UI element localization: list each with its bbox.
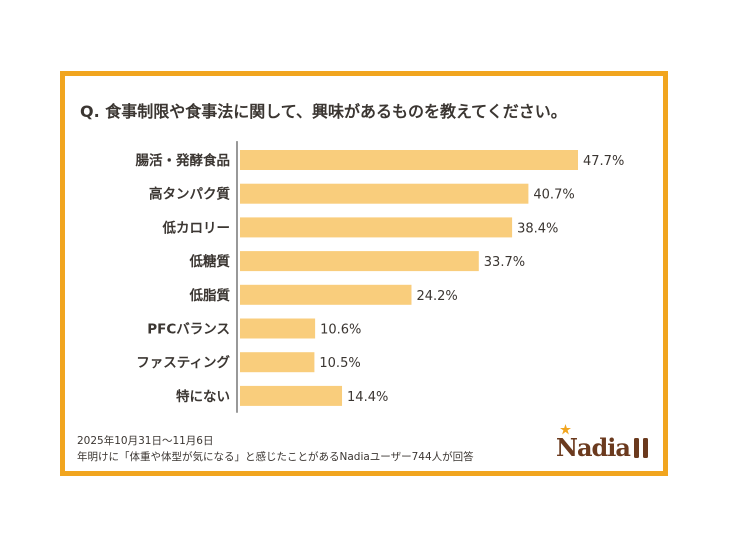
bar	[240, 318, 316, 339]
bar	[240, 217, 513, 238]
nadia-logo: Nadia	[556, 433, 631, 462]
value-label: 14.4%	[347, 390, 388, 405]
bar	[240, 251, 479, 272]
category-label: 低カロリー	[162, 219, 231, 236]
value-label: 47.7%	[583, 154, 624, 169]
bar	[240, 284, 412, 305]
cutlery-icon	[634, 438, 648, 458]
chart-frame	[60, 71, 668, 476]
star-icon	[560, 424, 571, 435]
bar	[240, 183, 529, 204]
value-label: 10.6%	[320, 323, 361, 338]
category-label: ファスティング	[136, 354, 230, 371]
survey-date: 2025年10月31日〜11月6日	[77, 435, 214, 447]
value-label: 33.7%	[484, 255, 525, 270]
value-label: 38.4%	[517, 221, 558, 236]
value-label: 10.5%	[319, 356, 360, 371]
chart-title: Q. 食事制限や食事法に関して、興味があるものを教えてください。	[80, 102, 567, 121]
category-label: 特にない	[176, 388, 230, 405]
survey-note: 年明けに「体重や体型が気になる」と感じたことがあるNadiaユーザー744人が回…	[77, 451, 474, 463]
value-label: 24.2%	[416, 289, 457, 304]
category-label: 低糖質	[189, 253, 231, 270]
bar	[240, 150, 578, 170]
value-label: 40.7%	[533, 188, 574, 203]
category-label: 高タンパク質	[149, 186, 230, 203]
category-label: PFCバランス	[147, 322, 230, 338]
category-label: 腸活・発酵食品	[136, 152, 231, 169]
category-label: 低脂質	[189, 287, 231, 304]
bar	[240, 385, 343, 406]
bar	[240, 352, 315, 373]
